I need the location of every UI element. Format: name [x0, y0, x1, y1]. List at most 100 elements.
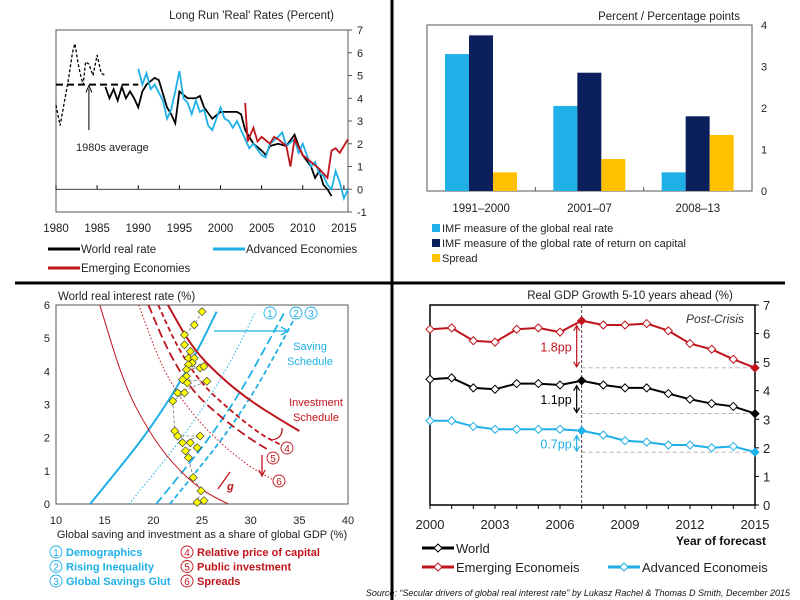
arrow-head-icon — [85, 84, 93, 93]
bar — [577, 72, 602, 191]
data-point — [425, 324, 435, 334]
data-point — [446, 416, 457, 426]
marker-circle-3 — [304, 306, 318, 320]
plot-area — [429, 304, 756, 506]
y-tick-label: 4 — [763, 384, 770, 399]
x-tick-label: 2005 — [249, 223, 275, 235]
bar — [493, 172, 517, 191]
legend-label: Advanced Economies — [246, 244, 357, 256]
bar — [661, 172, 686, 191]
x-tick-label: 2006 — [546, 517, 575, 532]
y-tick-label: 5 — [44, 333, 50, 345]
marker-number: 2 — [293, 309, 299, 320]
data-point — [641, 383, 652, 393]
data-point — [641, 437, 652, 447]
investment-shift-6-curve — [138, 305, 276, 482]
y-tick-label: 4 — [761, 20, 767, 32]
data-point — [663, 388, 674, 399]
scatter-point — [199, 496, 209, 506]
data-point — [555, 380, 565, 390]
data-point — [728, 354, 739, 364]
legend-number: 1 — [53, 548, 59, 559]
shift-arrow-g — [217, 471, 231, 490]
marker-number: 4 — [284, 444, 290, 455]
data-point — [750, 363, 760, 373]
legend-swatch — [432, 224, 440, 232]
legend-label: Relative price of capital — [197, 547, 320, 559]
scatter-point — [202, 376, 212, 386]
x-axis-label: Year of forecast — [676, 534, 766, 548]
scatter-point — [192, 497, 202, 507]
y-tick-label: 3 — [763, 412, 770, 427]
scatter-point — [189, 320, 199, 330]
data-point — [641, 318, 652, 329]
y-tick-label: 3 — [761, 62, 767, 74]
legend-label: Advanced Economeis — [642, 560, 768, 575]
scatter-point — [178, 375, 188, 385]
series-line-world-real-rate — [104, 76, 333, 197]
y-tick-label: 2 — [44, 433, 50, 445]
y-tick-label: 1 — [761, 145, 767, 157]
bar — [553, 105, 578, 191]
panel-long-run-real-rates: Long Run 'Real' Rates (Percent) -1 0 1 2 3 4 5… — [43, 10, 367, 275]
scatter-point — [199, 361, 209, 371]
investment-shift-g-curve — [99, 305, 229, 504]
saving-shift-2-curve — [155, 311, 286, 504]
bar — [601, 159, 626, 191]
marker-number: 1 — [267, 309, 273, 320]
scatter-point — [179, 330, 189, 340]
x-tick-label: 2001–07 — [567, 203, 612, 215]
data-point — [706, 443, 717, 453]
x-tick-label: 1995 — [167, 223, 193, 235]
data-point — [598, 320, 609, 330]
data-point — [446, 323, 457, 333]
gap-label: 1.8pp — [540, 340, 571, 354]
y-tick-label: 0 — [44, 499, 50, 511]
data-point — [511, 424, 522, 434]
legend-number: 2 — [53, 563, 59, 574]
data-point — [533, 424, 544, 434]
saving-schedule-label: Schedule — [287, 356, 333, 368]
x-tick-label: 40 — [342, 515, 354, 527]
x-tick-label: 2012 — [676, 517, 705, 532]
post-crisis-label: Post-Crisis — [686, 312, 744, 326]
legend-label: IMF measure of the global rate of return… — [442, 238, 686, 250]
gap-label: 1.1pp — [540, 393, 571, 407]
y-tick-label: 7 — [357, 25, 363, 37]
legend-marker — [433, 543, 443, 553]
data-point — [555, 327, 565, 337]
y-tick-label: 5 — [357, 71, 363, 83]
legend-number-circle — [49, 545, 63, 559]
x-tick-label: 15 — [99, 515, 111, 527]
data-point — [576, 316, 587, 326]
marker-circle-4 — [280, 441, 294, 455]
plot-area — [55, 29, 349, 213]
scatter-point — [188, 472, 198, 482]
data-point — [576, 376, 587, 386]
y-tick-label: 2 — [763, 441, 770, 456]
arrow-head-icon — [573, 384, 581, 414]
scatter-point — [195, 431, 205, 441]
saving-schedule-label: Saving — [293, 341, 327, 353]
y-tick-label: 0 — [357, 184, 363, 196]
legend-marker — [619, 562, 629, 572]
y-tick-label: 2 — [761, 103, 767, 115]
arrow-head-icon — [258, 469, 266, 478]
x-tick-label: 10 — [50, 515, 62, 527]
panel-imf-measures: Percent / Percentage points 0 1 2 3 4 1991–20… — [426, 11, 767, 265]
plot-area — [55, 304, 349, 505]
x-tick-label: 1990 — [125, 223, 151, 235]
data-point — [533, 323, 544, 333]
data-point — [685, 440, 695, 450]
data-point — [685, 338, 695, 349]
y-tick-label: 2 — [357, 139, 363, 151]
bar — [469, 35, 493, 191]
investment-shift-5-curve — [147, 305, 271, 452]
marker-number: 3 — [308, 309, 314, 320]
x-tick-label: 2015 — [331, 223, 357, 235]
legend-label: Emerging Economies — [81, 263, 191, 275]
data-point — [728, 401, 739, 412]
x-tick-label: 2003 — [481, 517, 510, 532]
scatter-point — [183, 453, 193, 463]
marker-circle-5 — [266, 451, 280, 465]
